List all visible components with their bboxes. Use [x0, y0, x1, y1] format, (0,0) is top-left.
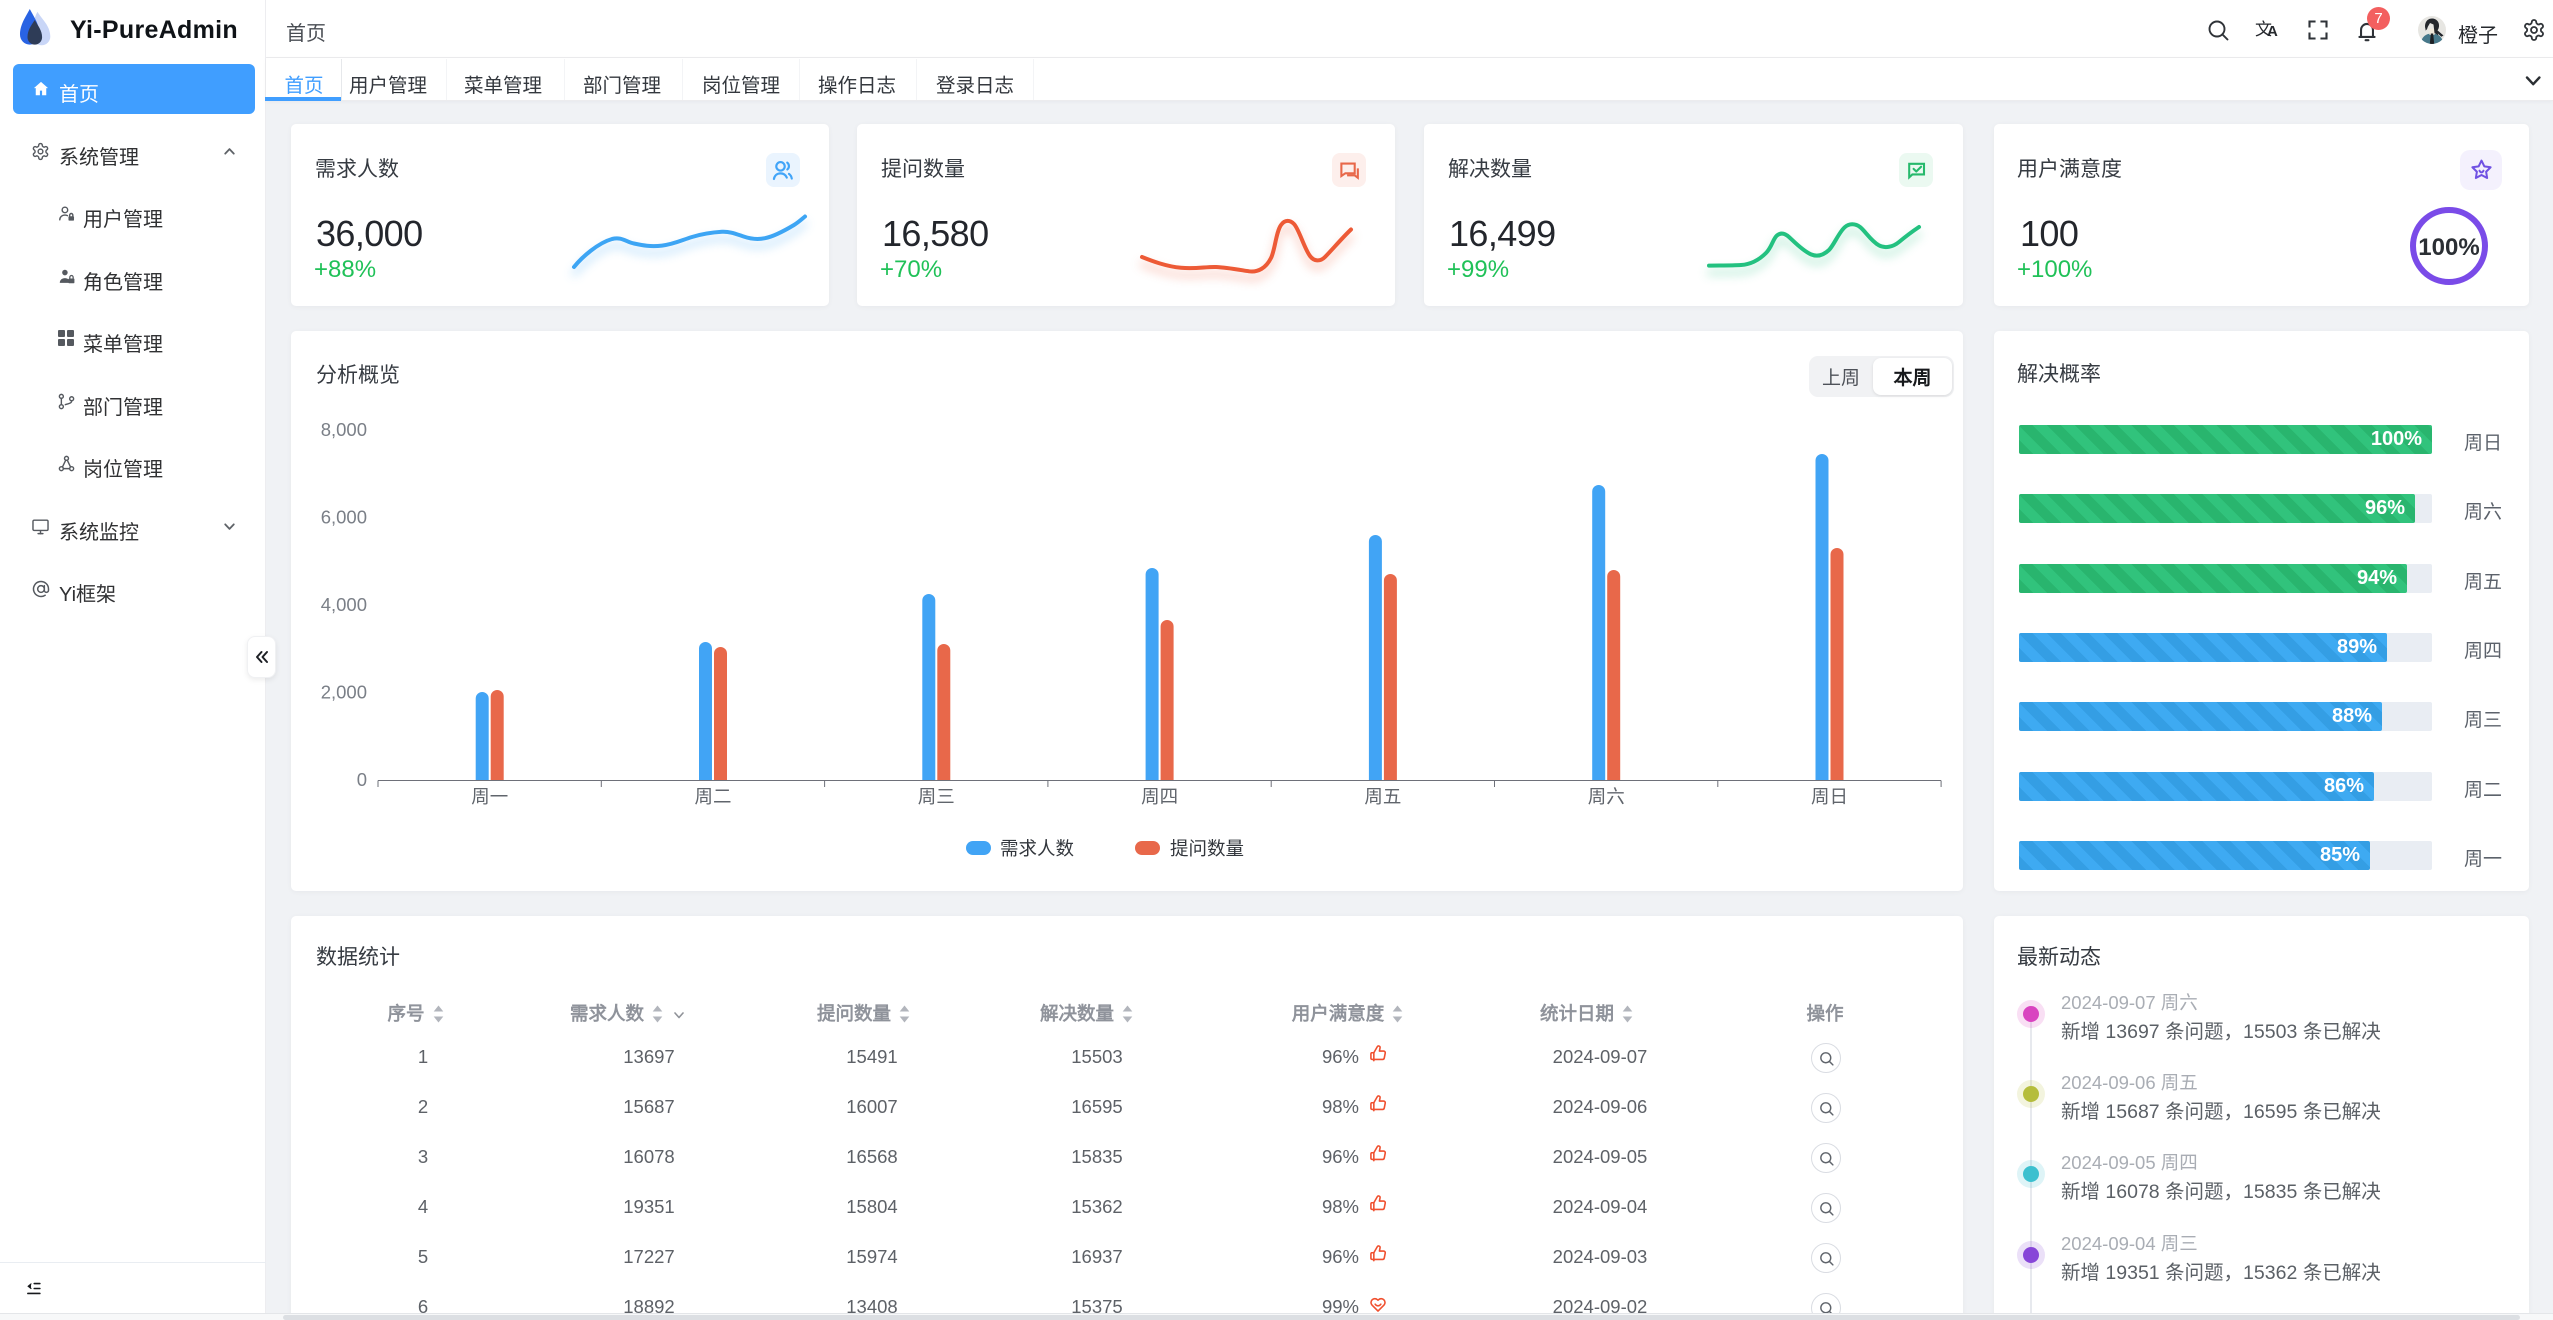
svg-text:6,000: 6,000 — [321, 507, 367, 528]
svg-text:4,000: 4,000 — [321, 594, 367, 615]
svg-text:提问数量: 提问数量 — [1170, 838, 1244, 859]
svg-text:周六: 周六 — [1588, 786, 1625, 807]
svg-text:周一: 周一 — [471, 786, 508, 807]
svg-text:100%: 100% — [2418, 234, 2479, 261]
svg-text:周五: 周五 — [1364, 786, 1401, 807]
svg-text:周四: 周四 — [1141, 786, 1178, 807]
svg-text:0: 0 — [357, 769, 367, 790]
svg-text:8,000: 8,000 — [321, 419, 367, 440]
svg-text:周二: 周二 — [694, 786, 731, 807]
svg-text:周三: 周三 — [918, 786, 955, 807]
svg-text:需求人数: 需求人数 — [1000, 838, 1074, 859]
svg-text:周日: 周日 — [1811, 786, 1848, 807]
svg-text:2,000: 2,000 — [321, 682, 367, 703]
